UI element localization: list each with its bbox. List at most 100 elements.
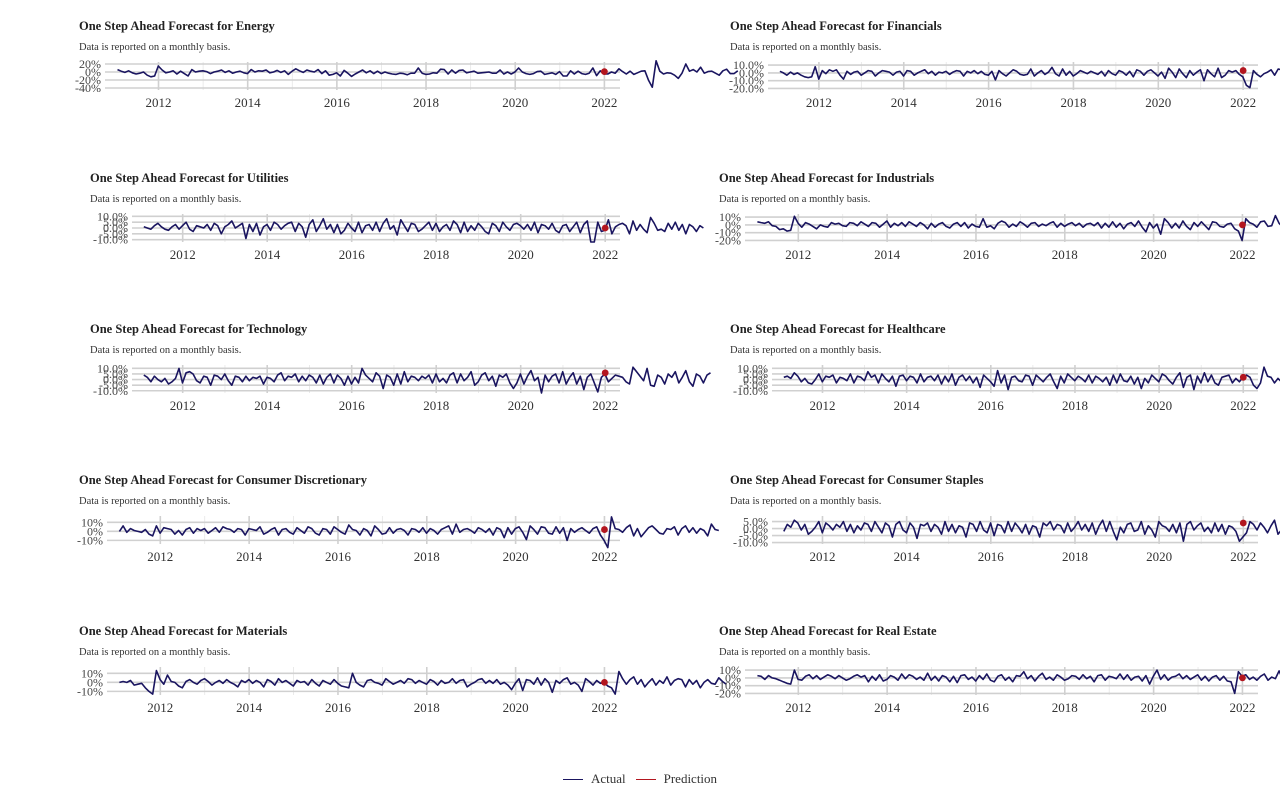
panel-energy: One Step Ahead Forecast for Energy Data i… <box>75 19 739 110</box>
x-tick-label: 2012 <box>785 700 811 715</box>
x-tick-label: 2022 <box>591 95 617 110</box>
y-tick-label: -5.0% <box>739 529 768 543</box>
x-tick-label: 2022 <box>1230 398 1256 413</box>
panel-title: One Step Ahead Forecast for Industrials <box>719 171 934 185</box>
panel-technology: One Step Ahead Forecast for Technology Da… <box>90 322 711 413</box>
x-tick-label: 2020 <box>502 95 528 110</box>
y-tick-label: -5.0% <box>739 378 768 392</box>
legend-key-actual <box>562 778 583 780</box>
legend-item-actual: Actual <box>562 771 626 787</box>
y-tick-label: 20% <box>79 57 101 71</box>
y-tick-label: 10.0% <box>97 361 128 375</box>
y-tick-label: -10.0% <box>93 384 128 398</box>
x-tick-label: 2018 <box>1052 247 1078 262</box>
x-tick-label: 2012 <box>170 398 196 413</box>
x-tick-label: 2012 <box>170 247 196 262</box>
x-tick-label: 2020 <box>508 398 534 413</box>
x-tick-label: 2020 <box>1141 700 1167 715</box>
panel-title: One Step Ahead Forecast for Materials <box>79 624 287 638</box>
panel-real-estate: One Step Ahead Forecast for Real Estate D… <box>715 624 1280 715</box>
x-tick-label: 2012 <box>785 247 811 262</box>
y-tick-label: 0% <box>87 675 103 689</box>
panel-subtitle: Data is reported on a monthly basis. <box>90 194 241 205</box>
x-tick-label: 2012 <box>147 700 173 715</box>
panel-title: One Step Ahead Forecast for Technology <box>90 322 308 336</box>
y-tick-label: 5.0% <box>103 215 128 229</box>
y-tick-label: 0% <box>725 671 741 685</box>
y-tick-label: -10% <box>715 226 741 240</box>
y-tick-label: -10% <box>715 679 741 693</box>
x-tick-label: 2018 <box>414 700 440 715</box>
x-tick-label: 2018 <box>413 95 439 110</box>
panel-consumer-staples: One Step Ahead Forecast for Consumer Sta… <box>730 473 1280 564</box>
x-tick-label: 2014 <box>235 95 262 110</box>
prediction-point <box>1239 373 1247 381</box>
x-tick-label: 2016 <box>976 95 1003 110</box>
actual-series-line <box>757 669 1280 695</box>
legend: Actual Prediction <box>0 768 1280 790</box>
y-tick-label: 10.0% <box>733 58 764 72</box>
x-tick-label: 2014 <box>874 700 901 715</box>
x-tick-label: 2016 <box>324 95 351 110</box>
y-tick-label: 0.0% <box>103 221 128 235</box>
x-tick-label: 2020 <box>1141 247 1167 262</box>
x-tick-label: 2022 <box>592 398 618 413</box>
x-tick-label: 2014 <box>894 549 921 564</box>
panel-title: One Step Ahead Forecast for Financials <box>730 19 942 33</box>
panel-subtitle: Data is reported on a monthly basis. <box>90 345 241 356</box>
actual-series-line <box>779 65 1280 89</box>
x-tick-label: 2016 <box>339 398 366 413</box>
y-tick-label: 10% <box>719 210 741 224</box>
legend-item-prediction: Prediction <box>635 771 717 787</box>
panel-subtitle: Data is reported on a monthly basis. <box>730 496 881 507</box>
x-tick-label: 2012 <box>809 549 835 564</box>
x-tick-label: 2020 <box>503 549 529 564</box>
y-tick-label: 10% <box>719 663 741 677</box>
y-tick-label: -20% <box>715 686 741 700</box>
x-tick-label: 2018 <box>1062 549 1088 564</box>
x-tick-label: 2022 <box>1230 549 1256 564</box>
legend-label-actual: Actual <box>590 771 626 786</box>
x-tick-label: 2012 <box>147 549 173 564</box>
y-tick-label: -20% <box>75 73 101 87</box>
x-tick-label: 2014 <box>874 247 901 262</box>
x-tick-label: 2014 <box>236 549 263 564</box>
x-tick-label: 2018 <box>414 549 440 564</box>
x-tick-label: 2020 <box>1146 549 1172 564</box>
panel-subtitle: Data is reported on a monthly basis. <box>719 647 870 658</box>
actual-series-line <box>783 366 1280 391</box>
actual-series-line <box>118 516 720 549</box>
x-tick-label: 2022 <box>591 549 617 564</box>
x-tick-label: 2022 <box>1229 247 1255 262</box>
y-tick-label: 0.0% <box>743 522 768 536</box>
x-tick-label: 2014 <box>891 95 918 110</box>
y-tick-label: 5.0% <box>743 515 768 529</box>
panel-title: One Step Ahead Forecast for Utilities <box>90 171 289 185</box>
x-tick-label: 2016 <box>325 549 352 564</box>
panel-subtitle: Data is reported on a monthly basis. <box>79 647 230 658</box>
y-tick-label: -40% <box>75 81 101 95</box>
y-tick-label: 0% <box>87 524 103 538</box>
prediction-point <box>1239 674 1246 682</box>
x-tick-label: 2016 <box>339 247 366 262</box>
x-tick-label: 2022 <box>592 247 618 262</box>
x-tick-label: 2016 <box>963 247 990 262</box>
y-tick-label: 5.0% <box>103 367 128 381</box>
prediction-point <box>1239 67 1247 74</box>
panel-title: One Step Ahead Forecast for Consumer Dis… <box>79 473 368 487</box>
y-tick-label: 10.0% <box>97 209 128 223</box>
panel-healthcare: One Step Ahead Forecast for Healthcare Da… <box>730 322 1280 413</box>
panel-subtitle: Data is reported on a monthly basis. <box>719 194 870 205</box>
x-tick-label: 2016 <box>978 398 1005 413</box>
prediction-point <box>1239 519 1247 527</box>
y-tick-label: 5.0% <box>743 367 768 381</box>
panel-subtitle: Data is reported on a monthly basis. <box>730 42 881 53</box>
x-tick-label: 2020 <box>503 700 529 715</box>
panel-consumer-discretionary: One Step Ahead Forecast for Consumer Dis… <box>77 473 720 564</box>
panel-industrials: One Step Ahead Forecast for Industrials D… <box>715 171 1280 262</box>
actual-series-line <box>783 519 1280 543</box>
x-tick-label: 2016 <box>963 700 990 715</box>
y-tick-label: -20.0% <box>729 81 764 95</box>
y-tick-label: -10.0% <box>93 233 128 247</box>
